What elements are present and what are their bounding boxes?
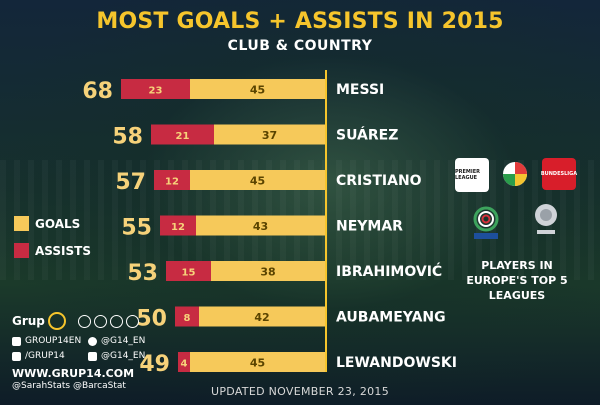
- assists-swatch: [14, 243, 29, 258]
- grup14-logo: Grup: [12, 312, 139, 330]
- player-name-label: LEWANDOWSKI: [336, 355, 457, 371]
- player-name-label: NEYMAR: [336, 219, 403, 235]
- facebook-link[interactable]: GROUP14EN: [12, 336, 81, 346]
- goals-value-label: 37: [262, 129, 277, 142]
- creative-commons-icons: [77, 314, 139, 328]
- assists-bar: [154, 170, 190, 190]
- goals-bar: [196, 215, 325, 236]
- chart-title: MOST GOALS + ASSISTS IN 2015: [96, 9, 504, 34]
- assists-value-label: 12: [171, 222, 185, 233]
- total-value-label: 58: [112, 125, 143, 150]
- brand-name: Grup: [12, 314, 45, 328]
- updated-note: UPDATED NOVEMBER 23, 2015: [210, 385, 390, 398]
- assists-value-label: 8: [184, 313, 191, 324]
- facebook-icon: [12, 336, 21, 346]
- assists-value-label: 4: [181, 359, 188, 370]
- assists-bar: [178, 352, 190, 372]
- player-name-label: AUBAMEYANG: [336, 310, 446, 326]
- premier-league-badge: PREMIER LEAGUE: [455, 158, 489, 192]
- goals-bar: [199, 306, 325, 327]
- legend-assists-label: ASSISTS: [35, 243, 91, 258]
- assists-bar: [175, 306, 199, 327]
- lfp-logo-icon: [503, 162, 527, 186]
- player-name-label: MESSI: [336, 82, 384, 98]
- ligue-1-badge: [528, 200, 564, 240]
- goals-value-label: 45: [250, 175, 265, 188]
- ligue-1-logo-icon: [535, 204, 557, 234]
- total-value-label: 68: [82, 79, 113, 104]
- assists-value-label: 15: [182, 268, 196, 279]
- serie-a-badge: [468, 205, 504, 241]
- goals-bar: [190, 352, 325, 372]
- goals-value-label: 43: [253, 220, 268, 233]
- assists-bar: [121, 79, 190, 99]
- assists-bar: [151, 124, 214, 145]
- player-name-label: IBRAHIMOVIĆ: [336, 262, 442, 280]
- tumblr-icon: [12, 351, 21, 361]
- goals-swatch: [14, 216, 29, 231]
- goals-value-label: 42: [254, 311, 269, 324]
- total-value-label: 55: [121, 216, 152, 241]
- instagram-handle: @G14_EN: [101, 351, 146, 361]
- serie-a-logo-icon: [473, 206, 499, 239]
- player-name-label: CRISTIANO: [336, 173, 422, 189]
- assists-bar: [166, 261, 211, 281]
- tumblr-link[interactable]: /GRUP14: [12, 351, 65, 361]
- goals-bar: [190, 170, 325, 190]
- lfp-badge: [500, 155, 530, 193]
- instagram-icon: [88, 351, 97, 361]
- tumblr-handle: /GRUP14: [25, 351, 65, 361]
- website-link[interactable]: WWW.GRUP14.COM: [12, 367, 135, 380]
- legend-assists: ASSISTS: [14, 243, 91, 258]
- total-value-label: 57: [115, 170, 146, 195]
- knot-icon: [47, 312, 66, 330]
- total-value-label: 49: [139, 352, 170, 377]
- bundesliga-badge: BUNDESLIGA: [540, 158, 578, 190]
- goals-bar: [211, 261, 325, 281]
- chart-subtitle: CLUB & COUNTRY: [227, 38, 373, 54]
- goals-bar: [214, 124, 325, 145]
- goals-value-label: 38: [260, 266, 275, 279]
- goals-value-label: 45: [250, 84, 265, 97]
- bundesliga-text: BUNDESLIGA: [540, 171, 578, 177]
- legend-goals: GOALS: [14, 216, 80, 231]
- assists-bar: [160, 215, 196, 236]
- twitter-link[interactable]: @G14_EN: [88, 336, 145, 346]
- total-value-label: 50: [136, 307, 167, 332]
- legend-goals-label: GOALS: [35, 216, 81, 231]
- twitter-handle: @G14_EN: [101, 336, 146, 346]
- goals-bar: [190, 79, 325, 99]
- player-name-label: SUÁREZ: [336, 127, 398, 144]
- assists-value-label: 12: [165, 177, 179, 188]
- premier-league-text: PREMIER LEAGUE: [455, 169, 481, 181]
- facebook-handle: GROUP14EN: [25, 336, 82, 346]
- top5-leagues-note: PLAYERS IN EUROPE'S TOP 5 LEAGUES: [466, 259, 568, 302]
- instagram-link[interactable]: @G14_EN: [88, 351, 145, 361]
- goals-value-label: 45: [250, 357, 265, 370]
- assists-value-label: 21: [176, 131, 190, 142]
- total-value-label: 53: [127, 261, 158, 286]
- author-handles: @SarahStats @BarcaStat: [12, 381, 126, 391]
- assists-value-label: 23: [149, 86, 163, 97]
- twitter-icon: [88, 336, 97, 346]
